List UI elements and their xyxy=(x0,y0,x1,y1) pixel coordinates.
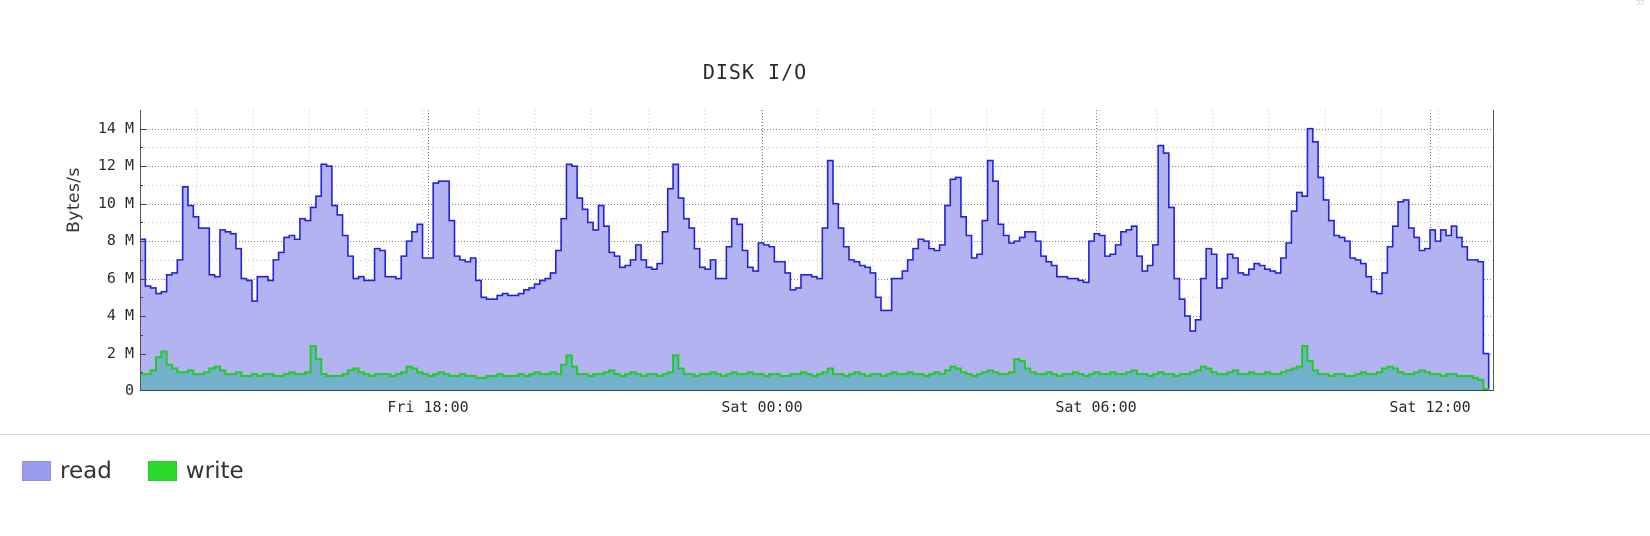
chart-title: DISK I/O xyxy=(702,60,808,84)
chart-legend: read write xyxy=(22,458,244,484)
legend-swatch-read xyxy=(22,461,51,481)
separator-rule xyxy=(0,434,1650,435)
y-tick-label: 12 M xyxy=(97,156,134,175)
plot-area xyxy=(140,110,1494,391)
chart-canvas xyxy=(140,110,1494,391)
x-tick-label: Sat 12:00 xyxy=(1389,398,1471,416)
y-tick-label: 14 M xyxy=(97,118,134,137)
y-tick-label: 2 M xyxy=(106,343,134,362)
y-tick-label: 10 M xyxy=(97,193,134,212)
y-tick-label: 0 xyxy=(124,381,134,399)
x-tick-label: Sat 00:00 xyxy=(721,398,803,416)
legend-label: write xyxy=(185,458,244,484)
legend-swatch-write xyxy=(147,461,177,481)
legend-label: read xyxy=(60,458,112,484)
x-tick-label: Sat 06:00 xyxy=(1055,398,1137,416)
x-tick-label: Fri 18:00 xyxy=(387,398,469,416)
legend-item-write[interactable]: write xyxy=(147,458,244,484)
y-tick-label: 4 M xyxy=(106,306,134,325)
y-tick-label: 6 M xyxy=(106,268,134,287)
y-axis-ticks: 14 M 12 M 10 M 8 M 6 M 4 M 2 M 0 xyxy=(34,0,134,536)
y-tick-label: 8 M xyxy=(106,231,134,250)
legend-item-read[interactable]: read xyxy=(22,458,112,484)
